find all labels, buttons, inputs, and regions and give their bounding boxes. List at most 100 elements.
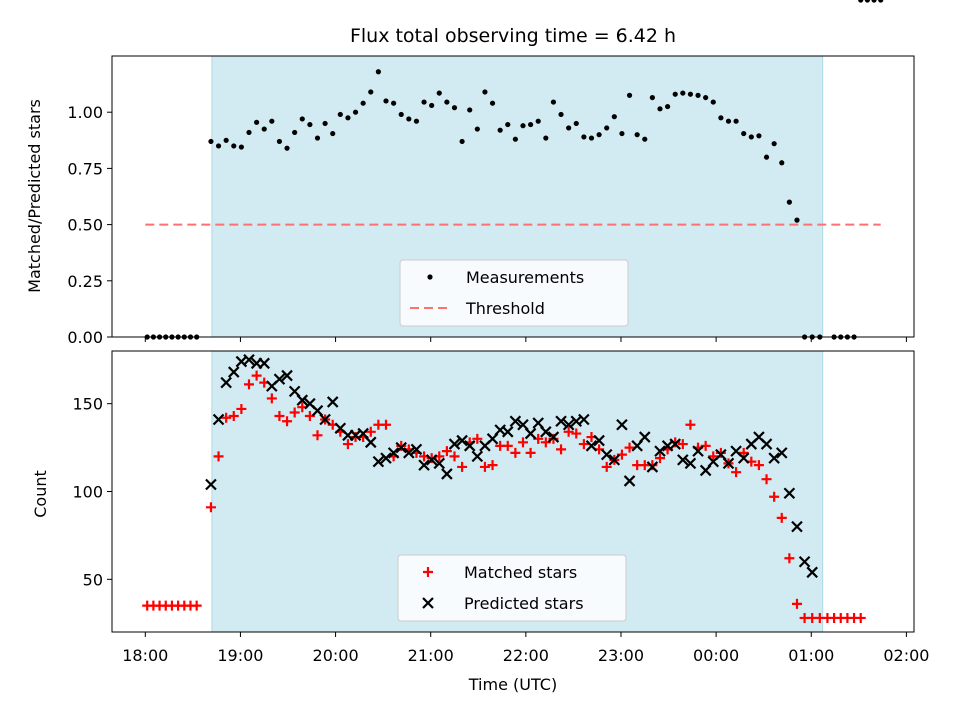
- data-point: [205, 478, 217, 491]
- data-point: [261, 126, 267, 132]
- data-point: [748, 134, 754, 140]
- data-point: [783, 487, 796, 500]
- legend-box: [397, 554, 627, 622]
- data-point: [677, 439, 688, 450]
- data-point: [380, 452, 392, 464]
- data-point: [360, 100, 366, 106]
- data-point: [677, 454, 689, 466]
- x-tick-label: 01:00: [788, 646, 834, 665]
- data-point: [510, 447, 521, 458]
- data-point: [425, 454, 438, 466]
- data-point: [258, 357, 270, 370]
- data-point: [563, 426, 574, 437]
- legend-label: Matched stars: [464, 563, 577, 582]
- data-point: [448, 438, 461, 450]
- data-point: [365, 426, 376, 437]
- legend-marker: [423, 567, 433, 577]
- x-tick-label: 20:00: [313, 646, 359, 665]
- data-point: [512, 136, 518, 142]
- data-point: [731, 467, 742, 478]
- data-point: [654, 453, 665, 464]
- x-tick-label: 21:00: [408, 646, 454, 665]
- data-point: [715, 447, 726, 458]
- x-axis-label: Time (UTC): [468, 675, 557, 694]
- legend: Measurements Threshold: [399, 259, 629, 327]
- data-point: [487, 460, 498, 471]
- data-point: [505, 121, 511, 128]
- data-point: [547, 431, 560, 443]
- data-point: [733, 118, 739, 124]
- data-point: [647, 460, 658, 471]
- data-point: [289, 407, 300, 418]
- data-point: [213, 451, 224, 462]
- data-point: [243, 379, 254, 390]
- data-point: [710, 99, 716, 105]
- series-measurements: [144, 0, 884, 340]
- data-point: [307, 121, 313, 128]
- data-point: [556, 444, 567, 455]
- data-point: [380, 419, 391, 430]
- x-tick-label: 02:00: [883, 646, 929, 665]
- data-point: [550, 99, 557, 105]
- y-tick-label: 0.50: [67, 216, 103, 235]
- data-point: [763, 154, 770, 160]
- data-point: [433, 457, 446, 470]
- data-point: [436, 90, 442, 96]
- data-point: [459, 138, 465, 145]
- data-point: [581, 134, 587, 140]
- data-point: [212, 413, 225, 426]
- data-point: [282, 416, 293, 427]
- data-point: [254, 119, 260, 125]
- data-point: [368, 89, 374, 95]
- data-point: [471, 450, 484, 463]
- legend-marker: [427, 274, 433, 280]
- data-point: [672, 91, 678, 97]
- data-point: [472, 433, 483, 444]
- y-tick-label: 150: [72, 395, 103, 414]
- data-point: [314, 135, 321, 141]
- data-point: [441, 468, 453, 480]
- data-point: [695, 92, 701, 98]
- data-point: [784, 553, 795, 564]
- x-tick-label: 22:00: [503, 646, 549, 665]
- data-point: [596, 132, 602, 138]
- data-point: [634, 132, 640, 138]
- data-point: [608, 454, 621, 466]
- data-point: [497, 127, 503, 133]
- data-point: [794, 217, 800, 223]
- data-point: [337, 111, 343, 118]
- data-point: [266, 393, 277, 404]
- data-point: [345, 115, 351, 121]
- data-point: [284, 145, 290, 151]
- data-point: [215, 143, 222, 149]
- data-point: [281, 369, 293, 382]
- data-point: [387, 447, 400, 459]
- data-point: [585, 440, 598, 452]
- data-point: [227, 366, 240, 378]
- data-point: [578, 413, 590, 426]
- data-point: [220, 376, 232, 389]
- data-point: [768, 452, 780, 464]
- data-point: [601, 461, 612, 472]
- data-point: [687, 91, 694, 97]
- data-point: [246, 129, 252, 136]
- data-point: [449, 451, 460, 462]
- data-point: [276, 138, 283, 145]
- data-point: [205, 502, 216, 513]
- data-point: [761, 474, 772, 485]
- data-point: [429, 102, 435, 109]
- data-point: [791, 520, 803, 533]
- data-point: [501, 426, 514, 438]
- data-point: [395, 441, 407, 454]
- data-point: [489, 100, 496, 106]
- data-point: [223, 137, 229, 143]
- data-point: [236, 403, 247, 414]
- data-point: [548, 433, 559, 444]
- data-point: [737, 452, 750, 464]
- data-point: [657, 106, 663, 112]
- legend-box: [399, 259, 629, 327]
- data-point: [654, 445, 666, 457]
- data-point: [398, 111, 404, 118]
- data-point: [372, 455, 385, 468]
- data-point: [406, 116, 412, 122]
